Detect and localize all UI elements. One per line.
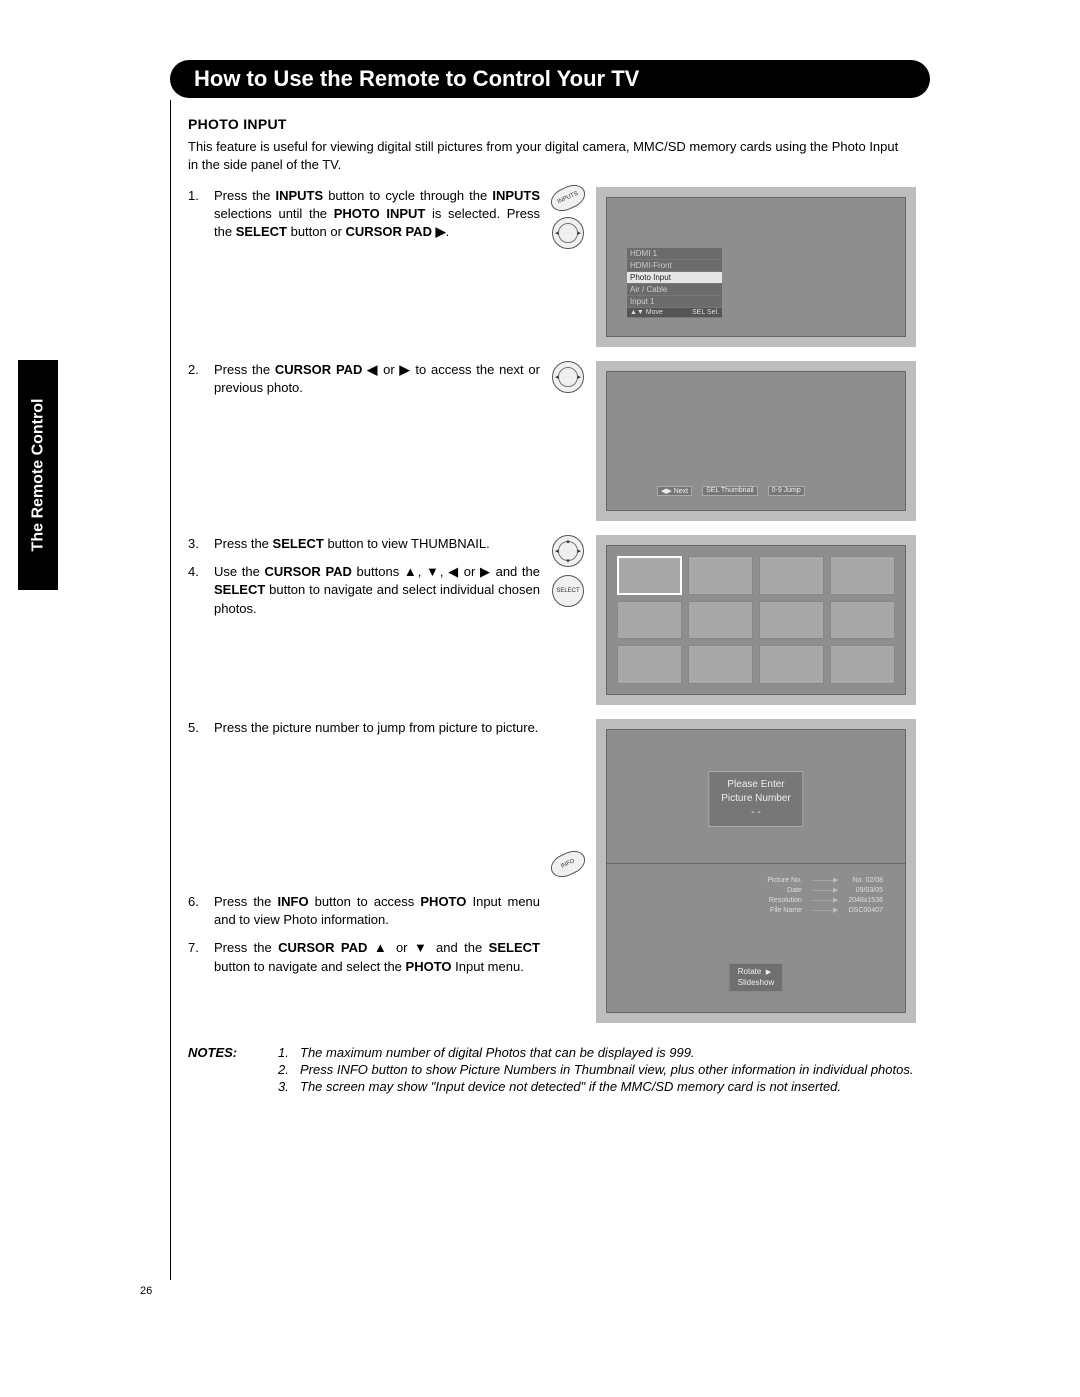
- note-item: 1.The maximum number of digital Photos t…: [278, 1045, 913, 1060]
- footer-chip: SEL Thumbnail: [702, 486, 757, 496]
- step-7-num: 7.: [188, 939, 214, 975]
- step-1: 1. Press the INPUTS button to cycle thro…: [188, 187, 540, 242]
- tv-panel-3: [596, 535, 916, 705]
- thumbnail: [830, 601, 895, 640]
- thumbnail: [830, 556, 895, 595]
- step-2-body: Press the CURSOR PAD ◀ or ▶ to access th…: [214, 361, 540, 397]
- step-4-num: 4.: [188, 563, 214, 618]
- step-7-body: Press the CURSOR PAD ▲ or ▼ and the SELE…: [214, 939, 540, 975]
- screen-5-wrap: INFO Picture No.———▶No. 02/08Date———▶09/…: [546, 853, 970, 1023]
- footer-chip: ◀▶ Next: [657, 486, 692, 496]
- thumbnail: [617, 556, 682, 595]
- tv-panel-4: Please Enter Picture Number - -: [596, 719, 916, 879]
- step-4: 4. Use the CURSOR PAD buttons ▲, ▼, ◀ or…: [188, 563, 540, 618]
- note-item: 2.Press INFO button to show Picture Numb…: [278, 1062, 913, 1077]
- step-1-body: Press the INPUTS button to cycle through…: [214, 187, 540, 242]
- step-5-body: Press the picture number to jump from pi…: [214, 719, 540, 737]
- thumbnail: [617, 601, 682, 640]
- thumbnail: [759, 645, 824, 684]
- step-4-body: Use the CURSOR PAD buttons ▲, ▼, ◀ or ▶ …: [214, 563, 540, 618]
- page-title: How to Use the Remote to Control Your TV: [194, 66, 639, 92]
- thumbnail: [688, 601, 753, 640]
- tv-panel-5: Picture No.———▶No. 02/08Date———▶09/03/05…: [596, 853, 916, 1023]
- input-menu: HDMI 1HDMI-FrontPhoto InputAir / CableIn…: [627, 248, 722, 318]
- notes-block: NOTES: 1.The maximum number of digital P…: [188, 1045, 970, 1096]
- nav-pad-icon: ◂▸ ▴▾: [552, 535, 584, 567]
- select-button-icon: SELECT: [552, 575, 584, 607]
- tv-screen-3: [606, 545, 906, 695]
- tv-screen-4: Please Enter Picture Number - -: [606, 729, 906, 869]
- side-tab-label: The Remote Control: [29, 399, 47, 552]
- intro-text: This feature is useful for viewing digit…: [188, 138, 908, 173]
- picture-number-prompt: Please Enter Picture Number - -: [708, 771, 803, 827]
- row-step-1: 1. Press the INPUTS button to cycle thro…: [170, 187, 970, 347]
- thumbnail-grid: [617, 556, 895, 684]
- step-2-num: 2.: [188, 361, 214, 397]
- tv-screen-1: HDMI 1HDMI-FrontPhoto InputAir / CableIn…: [606, 197, 906, 337]
- tv-screen-2: ◀▶ Next SEL Thumbnail 0-9 Jump: [606, 371, 906, 511]
- step-5-num: 5.: [188, 719, 214, 737]
- thumbnail: [759, 601, 824, 640]
- input-menu-item: HDMI-Front: [627, 260, 722, 272]
- input-menu-item: Photo Input: [627, 272, 722, 284]
- side-tab: The Remote Control: [18, 360, 58, 590]
- step-3-num: 3.: [188, 535, 214, 553]
- tv-panel-2: ◀▶ Next SEL Thumbnail 0-9 Jump: [596, 361, 916, 521]
- tv-panel-1: HDMI 1HDMI-FrontPhoto InputAir / CableIn…: [596, 187, 916, 347]
- notes-label: NOTES:: [188, 1045, 278, 1096]
- screen-1-wrap: INPUTS ◂▸ HDMI 1HDMI-FrontPhoto InputAir…: [546, 187, 970, 347]
- input-menu-item: Input 1: [627, 296, 722, 308]
- screen-3-wrap: ◂▸ ▴▾ SELECT: [546, 535, 970, 705]
- foot-chips: ◀▶ Next SEL Thumbnail 0-9 Jump: [657, 486, 875, 496]
- step-6-num: 6.: [188, 893, 214, 929]
- step-1-num: 1.: [188, 187, 214, 242]
- photo-menu: Rotate ▶ Slideshow: [729, 963, 783, 992]
- nav-pad-icon: ◂▸: [552, 361, 584, 393]
- input-menu-item: Air / Cable: [627, 284, 722, 296]
- input-menu-item: HDMI 1: [627, 248, 722, 260]
- footer-chip: 0-9 Jump: [768, 486, 805, 496]
- thumbnail: [759, 556, 824, 595]
- thumbnail: [688, 645, 753, 684]
- row-step-2: 2. Press the CURSOR PAD ◀ or ▶ to access…: [170, 361, 970, 521]
- row-step-3-4: 3. Press the SELECT button to view THUMB…: [170, 535, 970, 705]
- thumbnail: [617, 645, 682, 684]
- nav-pad-icon: ◂▸: [552, 217, 584, 249]
- step-3: 3. Press the SELECT button to view THUMB…: [188, 535, 540, 553]
- tv-screen-5: Picture No.———▶No. 02/08Date———▶09/03/05…: [606, 863, 906, 1013]
- notes-list: 1.The maximum number of digital Photos t…: [278, 1045, 913, 1096]
- step-2: 2. Press the CURSOR PAD ◀ or ▶ to access…: [188, 361, 540, 397]
- screen-2-wrap: ◂▸ ◀▶ Next SEL Thumbnail 0-9 Jump: [546, 361, 970, 521]
- page-title-bar: How to Use the Remote to Control Your TV: [170, 60, 930, 98]
- note-item: 3.The screen may show "Input device not …: [278, 1079, 913, 1094]
- step-6-body: Press the INFO button to access PHOTO In…: [214, 893, 540, 929]
- row-step-6-7: 6. Press the INFO button to access PHOTO…: [170, 893, 970, 1023]
- section-title: PHOTO INPUT: [188, 116, 970, 132]
- content-area: How to Use the Remote to Control Your TV…: [170, 60, 970, 1096]
- photo-info-table: Picture No.———▶No. 02/08Date———▶09/03/05…: [761, 874, 889, 916]
- page-number: 26: [140, 1285, 152, 1297]
- step-7: 7. Press the CURSOR PAD ▲ or ▼ and the S…: [188, 939, 540, 975]
- thumbnail: [830, 645, 895, 684]
- step-6: 6. Press the INFO button to access PHOTO…: [188, 893, 540, 929]
- step-3-body: Press the SELECT button to view THUMBNAI…: [214, 535, 540, 553]
- thumbnail: [688, 556, 753, 595]
- inputs-button-icon: INPUTS: [547, 181, 589, 216]
- step-5: 5. Press the picture number to jump from…: [188, 719, 540, 737]
- page-root: The Remote Control How to Use the Remote…: [0, 0, 1080, 1397]
